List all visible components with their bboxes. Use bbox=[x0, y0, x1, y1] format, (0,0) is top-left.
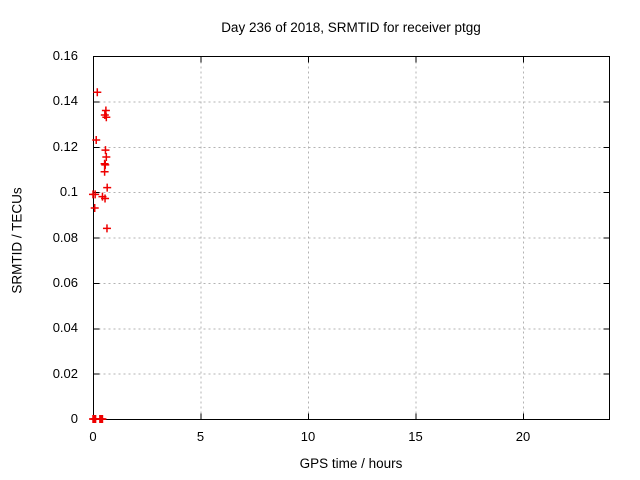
y-tick-label: 0.06 bbox=[52, 274, 78, 290]
data-point-marker bbox=[98, 415, 107, 423]
data-point-marker bbox=[100, 167, 109, 176]
data-point-marker bbox=[101, 146, 110, 155]
data-point-marker bbox=[102, 113, 111, 122]
y-tick-label: 0.04 bbox=[52, 320, 78, 336]
data-point-marker bbox=[92, 135, 101, 144]
y-tick-label: 0.12 bbox=[52, 138, 78, 154]
data-point-marker bbox=[102, 224, 111, 233]
x-axis-label: GPS time / hours bbox=[299, 456, 403, 471]
y-tick-label: 0.14 bbox=[52, 93, 78, 109]
x-tick-label: 0 bbox=[89, 429, 97, 444]
data-point-marker bbox=[101, 106, 110, 115]
x-tick-label: 5 bbox=[196, 429, 205, 444]
data-point-marker bbox=[91, 190, 100, 199]
x-tick-label: 15 bbox=[408, 429, 423, 444]
y-tick-label: 0.08 bbox=[52, 229, 78, 245]
plot-border bbox=[93, 56, 610, 420]
data-point-marker bbox=[93, 88, 102, 97]
x-tick-label: 20 bbox=[515, 429, 531, 444]
data-point-marker bbox=[90, 204, 99, 213]
data-point-marker bbox=[102, 152, 111, 161]
data-point-marker bbox=[101, 194, 110, 203]
y-tick-label: 0 bbox=[70, 411, 78, 426]
y-tick-label: 0.02 bbox=[52, 365, 78, 381]
y-tick-label: 0.1 bbox=[59, 184, 78, 200]
x-tick-label: 10 bbox=[300, 429, 316, 444]
data-point-marker bbox=[101, 160, 110, 169]
chart-title: Day 236 of 2018, SRMTID for receiver ptg… bbox=[221, 20, 481, 35]
y-tick-label: 0.16 bbox=[52, 48, 78, 63]
data-point-marker bbox=[103, 183, 112, 192]
